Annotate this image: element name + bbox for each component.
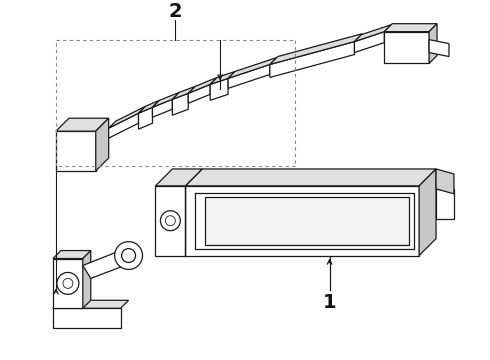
Polygon shape xyxy=(53,308,121,328)
Circle shape xyxy=(63,278,73,288)
Polygon shape xyxy=(228,58,277,78)
Polygon shape xyxy=(419,169,436,256)
Circle shape xyxy=(57,273,79,294)
Polygon shape xyxy=(429,24,437,63)
Polygon shape xyxy=(53,258,83,308)
Polygon shape xyxy=(152,93,179,107)
Polygon shape xyxy=(83,251,91,308)
Polygon shape xyxy=(185,169,436,186)
Polygon shape xyxy=(56,118,109,131)
Text: 1: 1 xyxy=(323,293,337,312)
Polygon shape xyxy=(210,78,228,100)
Polygon shape xyxy=(139,107,152,129)
Polygon shape xyxy=(384,24,437,32)
Polygon shape xyxy=(155,186,185,256)
Polygon shape xyxy=(436,169,454,194)
Polygon shape xyxy=(205,197,409,244)
Polygon shape xyxy=(188,77,217,93)
Circle shape xyxy=(166,216,175,226)
Polygon shape xyxy=(429,40,449,57)
Polygon shape xyxy=(109,113,139,138)
Polygon shape xyxy=(83,248,133,278)
Polygon shape xyxy=(172,93,188,115)
Polygon shape xyxy=(210,71,235,84)
Polygon shape xyxy=(384,32,429,63)
Polygon shape xyxy=(228,64,270,88)
Polygon shape xyxy=(172,86,195,99)
Polygon shape xyxy=(436,189,454,219)
Polygon shape xyxy=(53,251,91,258)
Polygon shape xyxy=(152,99,172,117)
Polygon shape xyxy=(53,300,128,308)
Polygon shape xyxy=(354,32,384,53)
Circle shape xyxy=(115,242,143,269)
Polygon shape xyxy=(56,131,96,171)
Polygon shape xyxy=(270,42,354,77)
Polygon shape xyxy=(185,186,419,256)
Polygon shape xyxy=(96,118,109,171)
Polygon shape xyxy=(155,169,202,186)
Polygon shape xyxy=(188,84,210,103)
Text: 2: 2 xyxy=(169,2,182,21)
Circle shape xyxy=(122,248,136,262)
Polygon shape xyxy=(270,33,363,64)
Polygon shape xyxy=(109,106,146,128)
Polygon shape xyxy=(354,25,391,42)
Circle shape xyxy=(160,211,180,231)
Polygon shape xyxy=(139,100,159,113)
